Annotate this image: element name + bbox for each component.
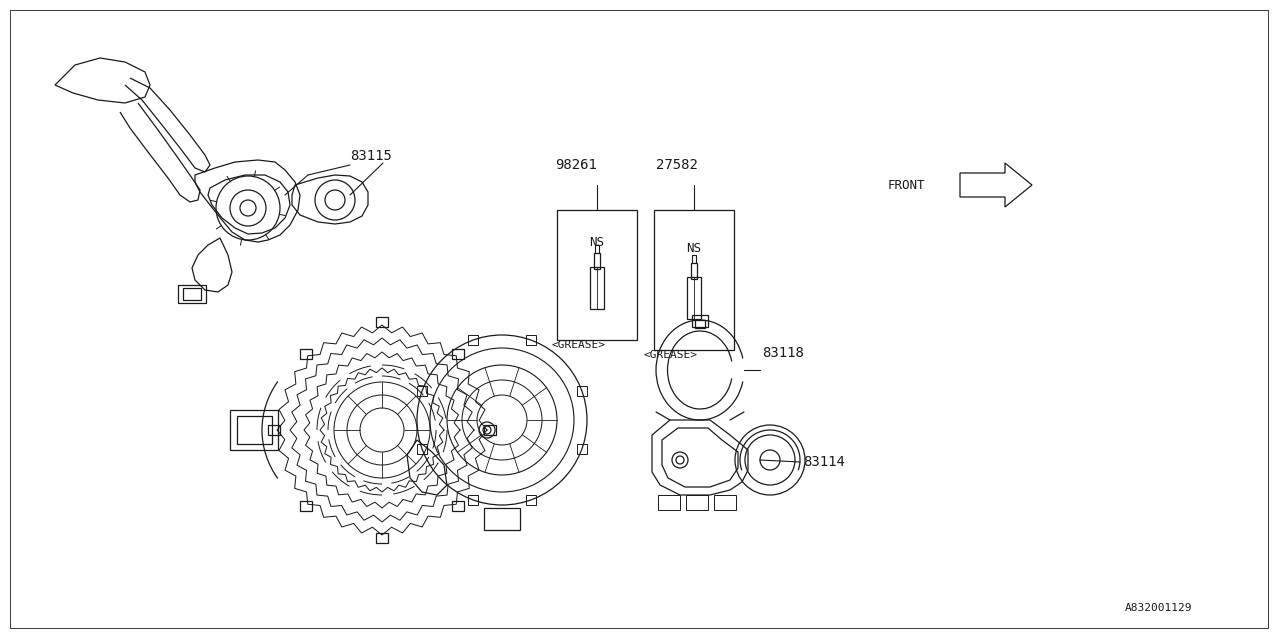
Text: 27582: 27582	[657, 158, 698, 172]
Bar	[417, 444, 428, 454]
Bar	[300, 349, 311, 358]
Bar	[714, 495, 736, 510]
Bar	[183, 288, 201, 300]
Text: FRONT: FRONT	[887, 179, 925, 191]
Bar	[686, 495, 708, 510]
Bar	[691, 263, 698, 279]
Bar	[452, 349, 465, 358]
Bar	[300, 501, 311, 511]
Bar	[237, 416, 273, 444]
Text: NS: NS	[590, 236, 604, 248]
Bar	[557, 210, 637, 340]
Bar	[376, 533, 388, 543]
Bar	[452, 501, 465, 511]
Text: <GREASE>: <GREASE>	[644, 350, 698, 360]
Bar	[526, 335, 536, 345]
Bar	[590, 267, 604, 309]
Bar	[268, 425, 280, 435]
Text: A832001129: A832001129	[1125, 603, 1192, 613]
Bar	[594, 253, 600, 269]
Bar	[230, 410, 278, 450]
Bar	[577, 386, 586, 396]
Bar	[577, 444, 586, 454]
Bar	[417, 386, 428, 396]
Text: 83114: 83114	[803, 455, 845, 469]
Bar	[468, 335, 477, 345]
Bar	[484, 508, 520, 530]
Bar	[468, 495, 477, 505]
Bar	[484, 425, 497, 435]
Bar	[376, 317, 388, 327]
Bar	[658, 495, 680, 510]
Bar	[526, 495, 536, 505]
Bar	[687, 277, 701, 319]
Bar	[654, 210, 733, 350]
Text: <GREASE>: <GREASE>	[552, 340, 605, 350]
Bar	[178, 285, 206, 303]
Bar	[692, 315, 708, 327]
Text: 83118: 83118	[762, 346, 804, 360]
Text: 83115: 83115	[349, 149, 392, 163]
Text: NS: NS	[686, 241, 701, 255]
Bar	[695, 320, 705, 328]
Text: 98261: 98261	[556, 158, 596, 172]
